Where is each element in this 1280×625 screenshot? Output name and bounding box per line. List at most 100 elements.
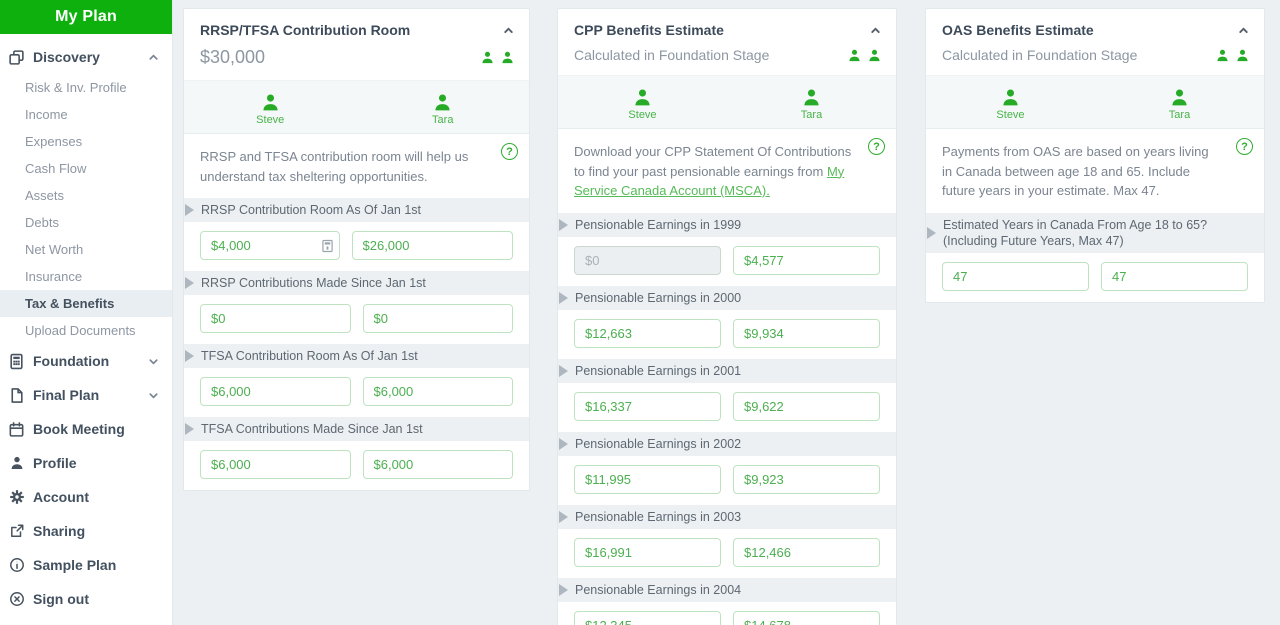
sidebar-item-foundation[interactable]: Foundation	[0, 344, 172, 378]
pensionable-2002-tara-input[interactable]	[733, 464, 880, 494]
field-pensionable-2002: Pensionable Earnings in 2002	[558, 431, 896, 505]
member-name: Tara	[1168, 109, 1191, 121]
chevron-down-icon	[147, 389, 160, 402]
pensionable-1999-steve-input	[574, 245, 721, 275]
field-label: Pensionable Earnings in 2000	[558, 285, 896, 310]
person-icon	[635, 89, 650, 106]
pensionable-2003-tara-input[interactable]	[733, 537, 880, 567]
pensionable-2004-steve-input[interactable]	[574, 610, 721, 625]
member-columns: Steve Tara	[558, 76, 896, 129]
card-title: CPP Benefits Estimate	[574, 22, 724, 38]
share-external-icon	[8, 523, 25, 540]
field-label: TFSA Contributions Made Since Jan 1st	[184, 417, 529, 441]
household-people-icons	[480, 50, 515, 65]
tfsa-room-tara-input[interactable]	[362, 377, 513, 406]
sidebar-item-discovery[interactable]: Discovery	[0, 40, 172, 74]
sidebar-item-risk-inv-profile[interactable]: Risk & Inv. Profile	[25, 80, 127, 95]
document-icon	[8, 387, 25, 404]
pensionable-2002-steve-input[interactable]	[574, 464, 721, 494]
help-icon[interactable]: ?	[868, 138, 885, 155]
sign-out-icon	[8, 591, 25, 608]
sidebar-item-cash-flow[interactable]: Cash Flow	[25, 161, 87, 176]
sidebar-item-final-plan[interactable]: Final Plan	[0, 378, 172, 412]
tfsa-contrib-steve-input[interactable]	[200, 450, 351, 479]
field-pensionable-1999: Pensionable Earnings in 1999	[558, 212, 896, 286]
field-label: TFSA Contribution Room As Of Jan 1st	[184, 344, 529, 368]
field-rrsp-room: RRSP Contribution Room As Of Jan 1st	[184, 198, 529, 271]
sidebar-item-label: Book Meeting	[33, 421, 125, 437]
member-tara: Tara	[357, 92, 530, 126]
person-icon	[849, 49, 860, 61]
sidebar-item-assets[interactable]: Assets	[25, 188, 65, 203]
sidebar-item-label: Profile	[33, 455, 77, 471]
sidebar-item-insurance[interactable]: Insurance	[25, 269, 83, 284]
gear-icon	[8, 489, 25, 506]
sidebar-item-label: Sample Plan	[33, 557, 117, 573]
member-tara: Tara	[1095, 87, 1264, 121]
rrsp-contrib-steve-input[interactable]	[200, 304, 351, 333]
card-oas-benefits-estimate: OAS Benefits Estimate Calculated in Foun…	[925, 8, 1265, 303]
info-icon	[8, 557, 25, 574]
help-icon[interactable]: ?	[501, 143, 518, 160]
discovery-icon	[8, 49, 25, 66]
sidebar-item-expenses[interactable]: Expenses	[25, 134, 83, 149]
collapse-chevron-icon[interactable]	[502, 24, 515, 37]
card-header: CPP Benefits Estimate Calculated in Foun…	[558, 9, 896, 76]
sidebar-item-book-meeting[interactable]: Book Meeting	[0, 412, 172, 446]
collapse-chevron-icon[interactable]	[1237, 24, 1250, 37]
pensionable-2003-steve-input[interactable]	[574, 537, 721, 567]
sidebar-title: My Plan	[0, 0, 172, 34]
sidebar-item-upload-documents[interactable]: Upload Documents	[25, 323, 136, 338]
sidebar-item-net-worth[interactable]: Net Worth	[25, 242, 84, 257]
card-header: OAS Benefits Estimate Calculated in Foun…	[926, 9, 1264, 76]
sidebar-item-label: Account	[33, 489, 89, 505]
calculator-icon	[8, 353, 25, 370]
card-cpp-benefits-estimate: CPP Benefits Estimate Calculated in Foun…	[557, 8, 897, 625]
card-description: Payments from OAS are based on years liv…	[926, 129, 1264, 213]
card-status-text: Calculated in Foundation Stage	[574, 47, 770, 63]
member-name: Steve	[996, 109, 1025, 121]
rrsp-contrib-tara-input[interactable]	[362, 304, 513, 333]
pensionable-2001-steve-input[interactable]	[574, 391, 721, 421]
pensionable-2000-steve-input[interactable]	[574, 318, 721, 348]
card-description: RRSP and TFSA contribution room will hel…	[184, 134, 529, 198]
pensionable-2004-tara-input[interactable]	[733, 610, 880, 625]
sidebar-item-label: Sign out	[33, 591, 89, 607]
field-pensionable-2003: Pensionable Earnings in 2003	[558, 504, 896, 578]
help-icon[interactable]: ?	[1236, 138, 1253, 155]
tfsa-room-steve-input[interactable]	[200, 377, 351, 406]
pensionable-1999-tara-input[interactable]	[733, 245, 880, 275]
rrsp-room-tara-input[interactable]	[351, 231, 513, 260]
sidebar-item-account[interactable]: Account	[0, 480, 172, 514]
sidebar-item-sample-plan[interactable]: Sample Plan	[0, 548, 172, 582]
field-pensionable-2000: Pensionable Earnings in 2000	[558, 285, 896, 359]
sidebar-item-debts[interactable]: Debts	[25, 215, 59, 230]
years-in-canada-tara-input[interactable]	[1101, 261, 1248, 291]
sidebar-item-label: Sharing	[33, 523, 86, 539]
rrsp-room-steve-input[interactable]	[200, 231, 340, 260]
sidebar-item-sign-out[interactable]: Sign out	[0, 582, 172, 616]
collapse-chevron-icon[interactable]	[869, 24, 882, 37]
member-name: Tara	[432, 114, 454, 126]
card-status-text: Calculated in Foundation Stage	[942, 47, 1138, 63]
calculator-icon[interactable]	[321, 239, 333, 252]
person-icon	[435, 94, 450, 111]
years-in-canada-steve-input[interactable]	[942, 261, 1089, 291]
sidebar-item-label: Discovery	[33, 49, 100, 65]
pensionable-2000-tara-input[interactable]	[733, 318, 880, 348]
sidebar-item-income[interactable]: Income	[25, 107, 68, 122]
field-pensionable-2001: Pensionable Earnings in 2001	[558, 358, 896, 432]
field-label: RRSP Contributions Made Since Jan 1st	[184, 271, 529, 295]
chevron-up-icon	[147, 51, 160, 64]
msca-link[interactable]: My Service Canada Account (MSCA).	[574, 163, 845, 199]
person-icon	[263, 94, 278, 111]
member-steve: Steve	[184, 92, 357, 126]
sidebar-item-sharing[interactable]: Sharing	[0, 514, 172, 548]
pensionable-2001-tara-input[interactable]	[733, 391, 880, 421]
tfsa-contrib-tara-input[interactable]	[362, 450, 513, 479]
field-tfsa-room: TFSA Contribution Room As Of Jan 1st	[184, 344, 529, 417]
sidebar-item-profile[interactable]: Profile	[0, 446, 172, 480]
field-label: Pensionable Earnings in 2002	[558, 431, 896, 456]
sidebar-item-tax-benefits[interactable]: Tax & Benefits	[0, 290, 172, 317]
member-tara: Tara	[727, 87, 896, 121]
